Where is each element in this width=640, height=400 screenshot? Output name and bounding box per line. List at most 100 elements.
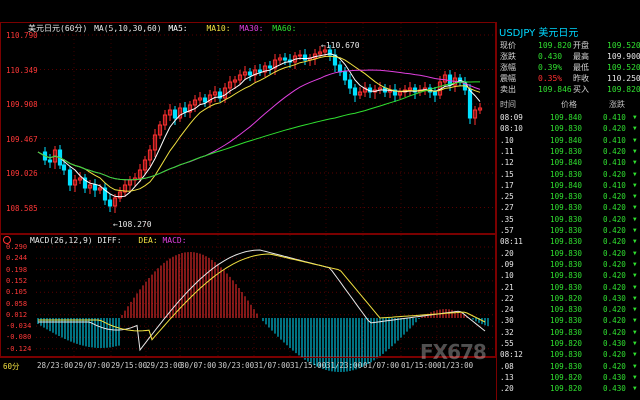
- tick-row[interactable]: .12 109.840 0.410 ▼: [497, 157, 640, 168]
- quote-value: 109.820: [538, 41, 572, 50]
- macd-tick-label: 0.152: [6, 276, 28, 285]
- price-chart-panel[interactable]: [0, 22, 496, 234]
- candle-body: [297, 54, 303, 57]
- tick-price: 109.840: [550, 135, 583, 145]
- candle-body: [187, 104, 193, 113]
- tick-time: .08: [500, 361, 514, 371]
- candle-body: [97, 187, 103, 191]
- tick-row[interactable]: .10 109.830 0.420 ▼: [497, 270, 640, 281]
- down-arrow-icon: ▼: [633, 181, 637, 189]
- chart-header: 美元日元(60分) MA(5,10,30,60) MA5: MA10: MA30…: [28, 24, 296, 34]
- candle-body: [61, 164, 67, 171]
- down-arrow-icon: ▼: [633, 260, 637, 268]
- macd-header: MACD(26,12,9) DIFF: DEA: MACD:: [30, 236, 187, 246]
- tick-row[interactable]: .55 109.820 0.430 ▼: [497, 338, 640, 349]
- candle-body: [412, 87, 418, 93]
- tick-row[interactable]: .09 109.830 0.420 ▼: [497, 259, 640, 270]
- tick-price: 109.830: [550, 248, 583, 258]
- tick-row[interactable]: 08:12 109.830 0.420 ▼: [497, 349, 640, 360]
- candle-body: [392, 89, 398, 96]
- candle-body: [242, 71, 248, 76]
- tick-time: 08:10: [500, 124, 523, 134]
- tick-price: 109.830: [550, 327, 583, 337]
- macd-tick-label: 0.198: [6, 265, 28, 274]
- down-arrow-icon: ▼: [633, 294, 637, 302]
- down-arrow-icon: ▼: [633, 385, 637, 393]
- tick-table-header: 时间 价格 涨跌: [497, 98, 640, 110]
- tick-row[interactable]: .32 109.830 0.420 ▼: [497, 327, 640, 338]
- tick-change: 0.420: [603, 146, 626, 156]
- down-arrow-icon: ▼: [633, 362, 637, 370]
- macd-chart-panel[interactable]: [0, 234, 496, 357]
- candle-body: [337, 64, 343, 73]
- candle-body: [157, 124, 163, 136]
- tick-change: 0.430: [603, 384, 626, 394]
- tick-price: 109.830: [550, 361, 583, 371]
- down-arrow-icon: ▼: [633, 114, 637, 121]
- tick-row[interactable]: .25 109.830 0.420 ▼: [497, 191, 640, 202]
- tick-change: 0.420: [603, 271, 626, 281]
- quote-label: 现价: [500, 41, 516, 50]
- candlestick-chart[interactable]: [0, 0, 496, 400]
- candle-body: [212, 91, 218, 96]
- tick-change: 0.420: [603, 305, 626, 315]
- tick-row[interactable]: 08:11 109.830 0.420 ▼: [497, 236, 640, 247]
- tick-row[interactable]: .20 109.830 0.420 ▼: [497, 248, 640, 259]
- candle-body: [232, 79, 238, 83]
- tick-row[interactable]: .13 109.820 0.430 ▼: [497, 372, 640, 383]
- time-tick-label: 29/07:00: [74, 361, 111, 370]
- tick-row[interactable]: .15 109.830 0.420 ▼: [497, 169, 640, 180]
- down-arrow-icon: ▼: [633, 272, 637, 280]
- candle-body: [472, 109, 478, 119]
- tick-time: .20: [500, 384, 514, 394]
- candle-body: [167, 109, 173, 116]
- candle-body: [267, 65, 273, 69]
- candle-body: [477, 107, 483, 111]
- tick-row[interactable]: 08:10 109.830 0.420 ▼: [497, 123, 640, 134]
- tick-row[interactable]: .21 109.830 0.420 ▼: [497, 282, 640, 293]
- macd-toggle-icon[interactable]: [3, 236, 11, 244]
- tick-row[interactable]: .17 109.840 0.410 ▼: [497, 180, 640, 191]
- diff-label: DIFF:: [97, 236, 122, 245]
- candle-body: [177, 107, 183, 119]
- tick-row[interactable]: 08:09 109.840 0.410 ▼: [497, 112, 640, 123]
- quote-value: 109.520: [607, 41, 640, 50]
- tick-row[interactable]: .20 109.820 0.430 ▼: [497, 383, 640, 394]
- tick-row[interactable]: .10 109.840 0.410 ▼: [497, 135, 640, 146]
- tick-price: 109.820: [550, 293, 583, 303]
- tick-row[interactable]: .27 109.830 0.420 ▼: [497, 202, 640, 213]
- tick-head-price: 价格: [561, 100, 577, 109]
- quote-value: 109.520: [607, 63, 640, 72]
- tick-time: .55: [500, 339, 514, 348]
- down-arrow-icon: ▼: [633, 373, 637, 381]
- tick-price: 109.830: [550, 226, 583, 235]
- quote-value: 109.820: [607, 85, 640, 94]
- candle-body: [442, 74, 448, 83]
- tick-price: 109.830: [550, 192, 583, 202]
- tick-row[interactable]: .22 109.820 0.430 ▼: [497, 293, 640, 304]
- tick-time: .57: [500, 226, 514, 235]
- tick-price: 109.830: [550, 237, 583, 247]
- candle-body: [77, 177, 83, 181]
- tick-row[interactable]: .35 109.830 0.420 ▼: [497, 214, 640, 225]
- tick-row[interactable]: .08 109.830 0.420 ▼: [497, 361, 640, 372]
- down-arrow-icon: ▼: [633, 283, 637, 291]
- tick-change: 0.420: [603, 259, 626, 269]
- tick-row[interactable]: .11 109.830 0.420 ▼: [497, 146, 640, 157]
- candle-body: [202, 97, 208, 103]
- quote-label: 开盘: [573, 41, 589, 50]
- chart-title: 美元日元(60分): [28, 24, 88, 33]
- candle-body: [322, 49, 328, 53]
- macd-value-label: MACD:: [162, 236, 187, 245]
- macd-tick-label: -0.124: [6, 344, 32, 353]
- down-arrow-icon: ▼: [633, 159, 637, 167]
- tick-time: .35: [500, 214, 514, 224]
- tick-row[interactable]: .24 109.830 0.420 ▼: [497, 304, 640, 315]
- tick-price: 109.830: [550, 146, 583, 156]
- tick-row[interactable]: .30 109.830 0.420 ▼: [497, 315, 640, 326]
- tick-time: .22: [500, 293, 514, 303]
- candle-body: [272, 59, 278, 69]
- tick-price: 109.820: [550, 372, 583, 382]
- candle-body: [52, 149, 58, 163]
- tick-row[interactable]: .57 109.830 0.420 ▼: [497, 225, 640, 236]
